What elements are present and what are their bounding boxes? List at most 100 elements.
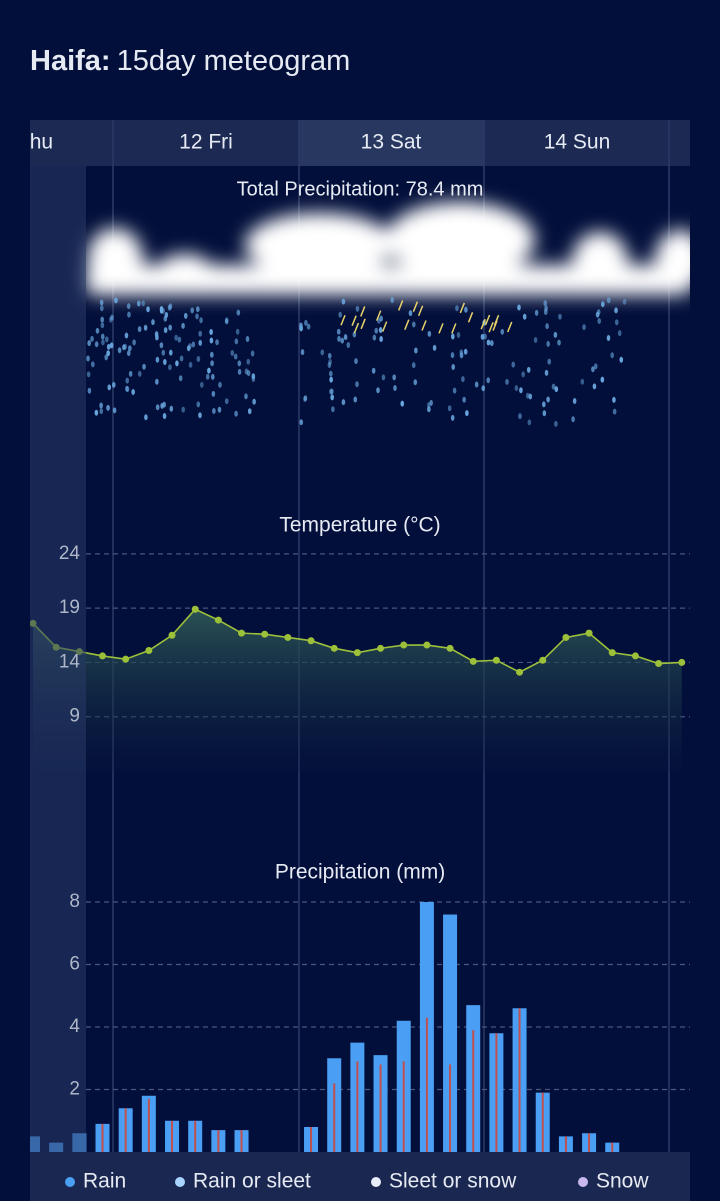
drop (327, 352, 332, 359)
precip-min-bar (518, 1008, 521, 1152)
drop (622, 298, 627, 305)
day-tab[interactable]: 12 Fri (179, 131, 233, 154)
drop (610, 352, 614, 359)
temperature-point (608, 649, 616, 657)
drop (518, 413, 522, 420)
drop (99, 299, 104, 306)
drop (211, 390, 216, 397)
temperature-point (585, 629, 593, 637)
temperature-point (122, 655, 130, 663)
drop (455, 305, 459, 312)
drop (546, 340, 550, 347)
drop (306, 323, 311, 330)
day-tab[interactable]: 13 Sat (361, 131, 422, 154)
legend-label: Rain (83, 1170, 126, 1193)
drop (191, 341, 196, 348)
drop (196, 401, 201, 408)
temperature-point (261, 630, 269, 638)
drop (447, 405, 452, 412)
drop (408, 310, 413, 317)
drop (341, 399, 346, 406)
precip-min-bar (124, 1108, 127, 1152)
drop (393, 385, 397, 392)
drop (217, 406, 222, 413)
drop (432, 344, 437, 351)
legend-label: Snow (596, 1170, 649, 1193)
legend-dot (371, 1177, 381, 1187)
drop (341, 298, 346, 305)
drop (200, 381, 204, 388)
drop (99, 402, 103, 409)
drop (237, 360, 242, 367)
drop (106, 404, 110, 411)
drop (207, 367, 211, 374)
precip-min-bar (333, 1083, 336, 1152)
drop (355, 381, 359, 388)
tab-active[interactable] (299, 120, 484, 166)
drop (141, 300, 146, 307)
drop (372, 334, 377, 341)
drop (131, 388, 135, 395)
drop (99, 408, 104, 415)
drop (107, 384, 112, 391)
drop (330, 394, 335, 401)
precip-min-bar (425, 1017, 428, 1152)
drop (612, 408, 617, 415)
drop (554, 420, 558, 427)
drop (137, 326, 142, 333)
drop (177, 336, 182, 343)
drop (557, 339, 561, 346)
clouds (86, 202, 690, 295)
drop (612, 396, 616, 403)
drop (413, 379, 418, 386)
drop (461, 376, 465, 383)
drop (392, 374, 396, 381)
drop (104, 354, 109, 361)
drop (456, 331, 461, 338)
city: Haifa: (30, 45, 111, 77)
drop (117, 347, 122, 354)
sleet-stroke (351, 315, 357, 326)
drop (233, 353, 238, 360)
drop (94, 341, 99, 348)
drop (299, 325, 303, 332)
drop (459, 352, 464, 359)
precip-min-bar (541, 1092, 544, 1152)
drop (451, 363, 455, 370)
drop (162, 413, 167, 420)
rain-drops (86, 297, 627, 427)
drop (127, 311, 131, 318)
day-tab[interactable]: Thu (17, 131, 53, 154)
drop (328, 358, 332, 365)
drop (87, 340, 91, 347)
drop (87, 387, 92, 394)
day-tab[interactable]: 14 Sun (544, 131, 611, 154)
drop (244, 393, 248, 400)
temperature-point (631, 652, 639, 660)
drop (338, 311, 342, 318)
y-tick-label: 19 (59, 597, 80, 618)
temperature-point (191, 605, 199, 613)
legend-dot (578, 1177, 588, 1187)
drop (110, 314, 114, 321)
drop (175, 360, 179, 367)
drop (462, 396, 466, 403)
drop (517, 304, 521, 311)
precip-min-bar (495, 1033, 498, 1152)
temperature-point (353, 649, 361, 657)
drop (111, 381, 116, 388)
drop (128, 345, 132, 352)
drop (521, 371, 525, 378)
sleet-stroke (421, 320, 427, 331)
drop (346, 342, 351, 349)
drop (236, 309, 241, 316)
drop (337, 335, 341, 342)
drop (593, 363, 598, 370)
drop (198, 330, 203, 337)
drop (124, 332, 129, 339)
sidebar (30, 166, 86, 1152)
drop (528, 393, 533, 400)
precip-min-bar (588, 1133, 591, 1152)
drop (159, 306, 164, 313)
temperature-point (446, 644, 454, 652)
